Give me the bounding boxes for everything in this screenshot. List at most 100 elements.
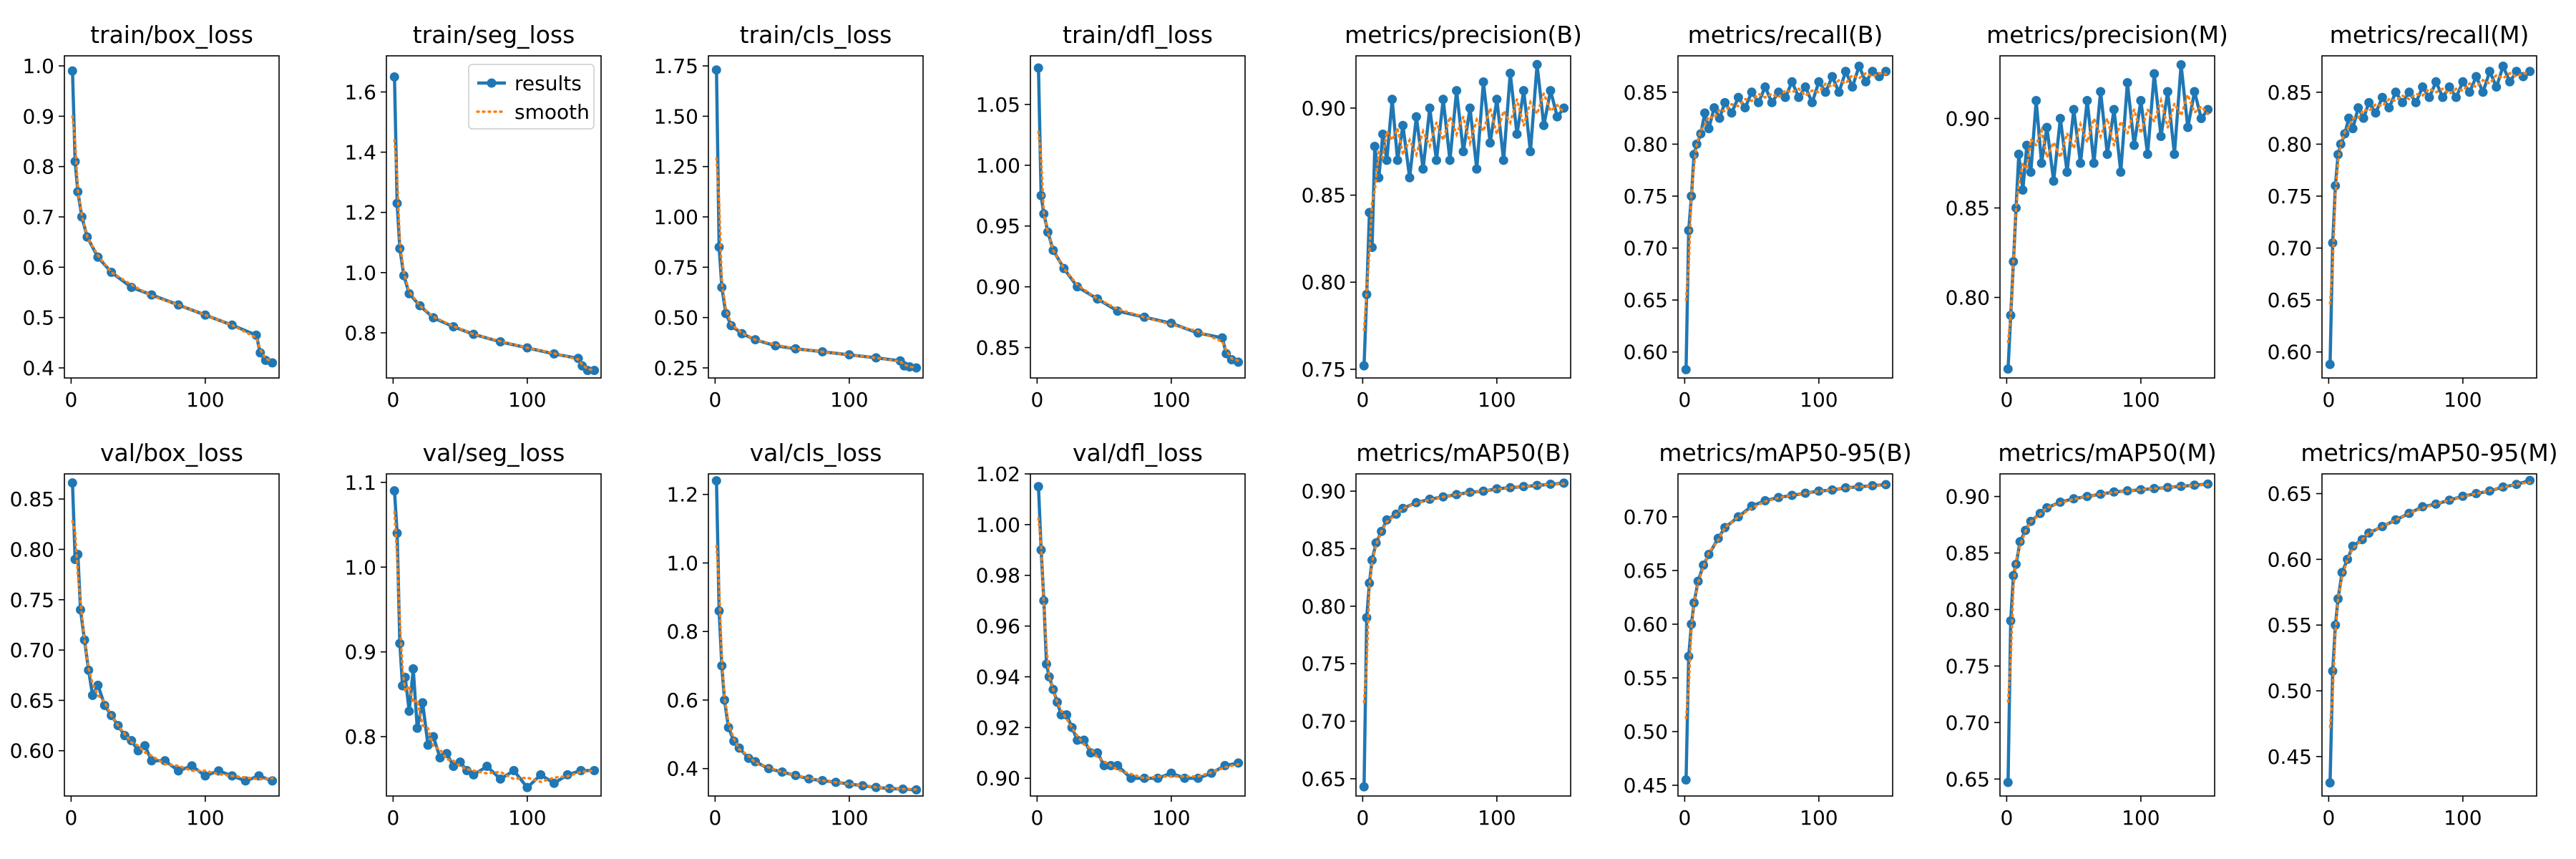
- chart-panel: val/dfl_loss 0 100 0.90 0.92 0.94 0.96 0.98 1.00…: [976, 439, 1246, 830]
- results-point: [714, 242, 724, 252]
- chart-title: metrics/mAP50-95(M): [2301, 439, 2557, 467]
- results-point: [2015, 537, 2025, 547]
- results-point: [99, 700, 109, 710]
- y-tick-label: 0.70: [1946, 711, 1990, 734]
- results-point: [1512, 129, 1522, 139]
- y-tick-label: 0.65: [2268, 482, 2312, 506]
- results-point: [2371, 108, 2381, 118]
- results-point: [1411, 112, 1421, 122]
- y-tick-label: 1.50: [654, 105, 698, 128]
- results-point: [412, 723, 422, 733]
- results-point: [395, 639, 405, 649]
- results-point: [1700, 108, 1709, 118]
- results-point: [2472, 489, 2482, 499]
- chart-panel: train/dfl_loss 0 100 0.85 0.90 0.95 1.00 1.05: [976, 21, 1246, 412]
- results-point: [389, 72, 399, 82]
- legend-results-marker: [487, 78, 497, 88]
- results-point: [2431, 77, 2441, 87]
- y-tick-label: 0.65: [1624, 559, 1668, 583]
- results-point: [1370, 141, 1380, 151]
- chart-title: train/box_loss: [90, 21, 253, 49]
- y-tick-label: 1.2: [344, 201, 376, 225]
- results-point: [1704, 124, 1714, 134]
- results-point: [2049, 176, 2059, 186]
- results-point: [77, 212, 87, 222]
- axes-frame: [1030, 473, 1246, 797]
- results-point: [2391, 515, 2401, 525]
- results-point: [2036, 158, 2046, 168]
- y-tick-label: 0.65: [2268, 288, 2312, 312]
- chart-panel: val/seg_loss 0 100 0.8 0.9 1.0 1.1: [344, 439, 602, 830]
- results-point: [1840, 67, 1850, 77]
- results-point: [2055, 114, 2065, 123]
- results-point: [1552, 112, 1562, 122]
- results-point: [2348, 124, 2358, 134]
- results-point: [409, 664, 418, 674]
- axes-frame: [1999, 55, 2215, 379]
- x-tick-label: 0: [2322, 388, 2335, 412]
- y-tick-label: 0.9: [22, 105, 54, 128]
- y-tick-label: 0.75: [654, 256, 698, 279]
- axes-frame: [1355, 473, 1571, 797]
- x-tick-label: 100: [1800, 806, 1838, 830]
- results-point: [404, 707, 414, 717]
- y-tick-label: 0.92: [976, 716, 1020, 739]
- y-tick-label: 0.9: [344, 641, 376, 664]
- y-tick-label: 0.70: [1302, 710, 1346, 734]
- results-point: [1720, 97, 1730, 107]
- results-point: [2162, 87, 2172, 97]
- results-point: [2031, 96, 2041, 105]
- x-tick-label: 100: [186, 388, 224, 412]
- x-tick-label: 0: [1678, 806, 1691, 830]
- x-tick-label: 100: [1478, 806, 1516, 830]
- results-point: [1153, 773, 1163, 783]
- results-point: [2418, 82, 2428, 92]
- y-tick-label: 1.05: [976, 93, 1020, 117]
- results-point: [73, 550, 83, 559]
- results-point: [2512, 67, 2522, 77]
- results-point: [871, 353, 881, 363]
- smooth-line: [715, 157, 918, 369]
- results-point: [1684, 225, 1694, 236]
- y-tick-label: 0.80: [1946, 598, 1990, 621]
- smooth-line: [2328, 72, 2532, 305]
- results-point: [1681, 775, 1691, 785]
- y-tick-label: 0.50: [2268, 679, 2312, 703]
- results-point: [140, 741, 150, 751]
- y-tick-label: 0.7: [22, 205, 54, 229]
- y-tick-label: 1.00: [976, 513, 1020, 537]
- chart-title: metrics/mAP50-95(B): [1659, 439, 1911, 467]
- results-point: [2325, 778, 2335, 788]
- y-tick-label: 0.50: [1624, 720, 1668, 744]
- chart-title: metrics/recall(B): [1688, 21, 1883, 49]
- y-tick-label: 0.80: [1946, 286, 1990, 310]
- results-point: [2337, 568, 2347, 578]
- y-tick-label: 1.00: [654, 205, 698, 229]
- results-point: [441, 749, 452, 759]
- results-point: [1854, 482, 1864, 492]
- y-tick-label: 0.55: [1624, 666, 1668, 690]
- results-point: [2424, 92, 2434, 102]
- results-point: [67, 478, 77, 488]
- y-tick-label: 0.85: [1302, 184, 1346, 208]
- results-point: [2089, 158, 2099, 168]
- chart-panel: metrics/recall(M) 0 100 0.60 0.65 0.70 0.75 0.8…: [2268, 21, 2537, 412]
- results-point: [2451, 92, 2461, 102]
- results-point: [2404, 87, 2414, 97]
- y-tick-label: 1.0: [344, 555, 376, 579]
- results-point: [1714, 113, 1724, 123]
- results-point: [721, 309, 731, 319]
- legend-results-label: results: [514, 72, 582, 95]
- results-point: [2003, 364, 2013, 374]
- y-tick-label: 1.02: [976, 462, 1020, 486]
- results-point: [1485, 138, 1495, 148]
- y-tick-label: 0.75: [1624, 185, 1668, 208]
- results-point: [1382, 515, 1392, 525]
- x-tick-label: 100: [830, 806, 868, 830]
- results-point: [1033, 63, 1043, 73]
- y-tick-label: 0.75: [1302, 358, 1346, 382]
- chart-title: metrics/precision(M): [1986, 21, 2228, 49]
- x-tick-label: 0: [2000, 806, 2013, 830]
- smooth-line: [2006, 90, 2210, 344]
